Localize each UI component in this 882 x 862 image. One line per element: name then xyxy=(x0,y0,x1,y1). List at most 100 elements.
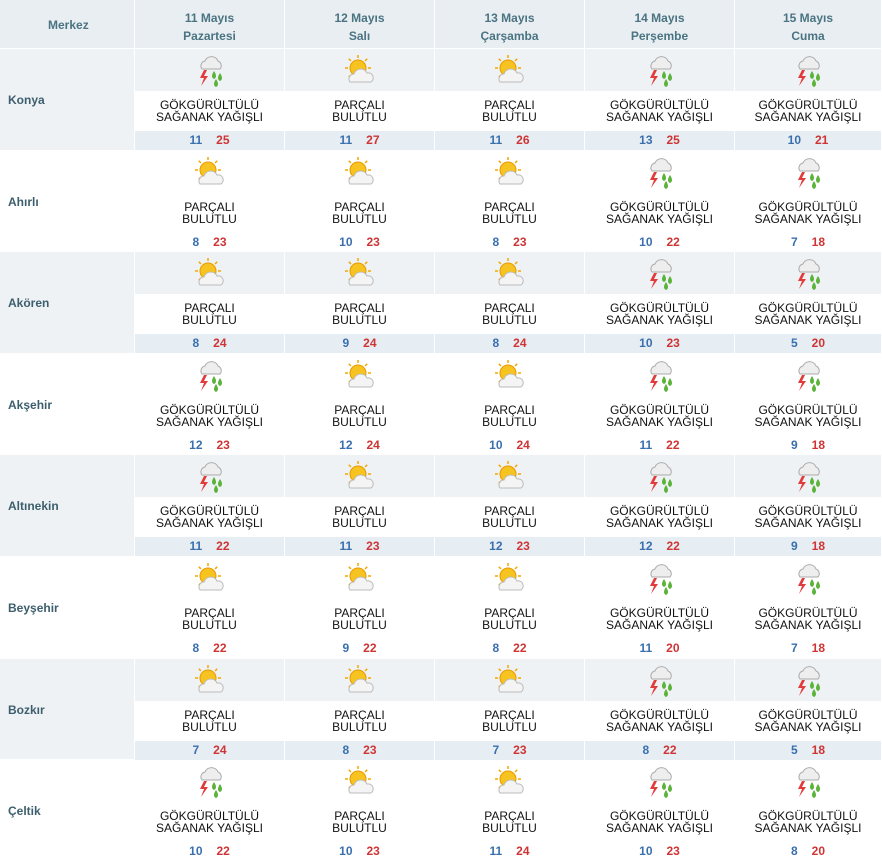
max-temp: 25 xyxy=(216,133,230,147)
day-weekday: Çarşamba xyxy=(480,29,539,43)
max-temp: 24 xyxy=(213,742,227,757)
day-weekday: Salı xyxy=(348,29,371,43)
forecast-cell: PARÇALI BULUTLU 8 23 xyxy=(435,150,585,253)
min-temp: 10 xyxy=(639,234,653,249)
icon-band xyxy=(135,252,284,295)
min-temp: 8 xyxy=(192,234,200,249)
max-temp: 24 xyxy=(363,336,377,351)
temp-band: 10 23 xyxy=(585,334,734,354)
condition: GÖKGÜRÜLTÜLÜ SAĞANAK YAĞIŞLI xyxy=(754,98,862,124)
min-temp: 9 xyxy=(342,336,350,351)
icon-band xyxy=(285,150,434,193)
weather-icon xyxy=(492,258,528,295)
city-cell xyxy=(0,252,134,353)
condition-band: PARÇALI BULUTLU xyxy=(285,701,434,741)
temp-band: 11 22 xyxy=(135,537,284,557)
city-name: Çeltik xyxy=(8,804,41,819)
condition-band: PARÇALI BULUTLU xyxy=(435,396,584,436)
city-name: Akören xyxy=(8,296,50,311)
temp-band: 10 22 xyxy=(585,232,734,252)
max-temp: 23 xyxy=(213,234,227,249)
temp-band: 11 23 xyxy=(285,537,434,557)
max-temp: 23 xyxy=(216,437,230,452)
day-header: 13 Mayıs Çarşamba xyxy=(435,0,585,48)
forecast-cell: PARÇALI BULUTLU 11 27 xyxy=(285,49,435,151)
min-temp: 10 xyxy=(639,844,653,859)
min-temp: 8 xyxy=(192,641,200,655)
temp-band: 9 22 xyxy=(285,639,434,658)
forecast-cell: GÖKGÜRÜLTÜLÜ SAĞANAK YAĞIŞLI 10 22 xyxy=(585,150,735,253)
condition-band: GÖKGÜRÜLTÜLÜ SAĞANAK YAĞIŞLI xyxy=(735,599,881,639)
max-temp: 22 xyxy=(663,742,677,757)
condition-band: PARÇALI BULUTLU xyxy=(135,701,284,741)
condition: PARÇALI BULUTLU xyxy=(332,707,387,734)
icon-band xyxy=(135,353,284,396)
forecast-cell: PARÇALI BULUTLU 11 23 xyxy=(285,455,435,557)
weather-icon xyxy=(192,55,228,92)
temp-band: 9 24 xyxy=(285,334,434,354)
forecast-cell: GÖKGÜRÜLTÜLÜ SAĞANAK YAĞIŞLI 10 22 xyxy=(135,760,285,862)
weather-icon xyxy=(192,664,228,702)
max-temp: 23 xyxy=(513,234,527,249)
condition: GÖKGÜRÜLTÜLÜ SAĞANAK YAĞIŞLI xyxy=(754,504,862,531)
city-cell xyxy=(0,557,134,658)
temp-band: 8 22 xyxy=(135,639,284,658)
max-temp: 23 xyxy=(666,844,680,859)
condition: PARÇALI BULUTLU xyxy=(482,809,537,836)
city-cell xyxy=(0,760,134,861)
min-temp: 10 xyxy=(339,234,353,249)
forecast-cell: PARÇALI BULUTLU 7 23 xyxy=(435,658,585,761)
icon-band xyxy=(435,760,584,803)
max-temp: 26 xyxy=(516,133,530,147)
forecast-cell: PARÇALI BULUTLU 8 22 xyxy=(435,557,585,659)
condition-band: GÖKGÜRÜLTÜLÜ SAĞANAK YAĞIŞLI xyxy=(135,396,284,436)
icon-band xyxy=(285,455,434,498)
max-temp: 22 xyxy=(213,641,227,655)
max-temp: 24 xyxy=(516,844,530,859)
icon-band xyxy=(585,150,734,193)
condition-band: PARÇALI BULUTLU xyxy=(135,193,284,233)
temp-band: 10 23 xyxy=(285,842,434,862)
day-date: 12 Mayıs xyxy=(334,11,385,25)
min-temp: 11 xyxy=(189,133,203,147)
min-temp: 11 xyxy=(639,641,653,655)
temp-band: 8 24 xyxy=(135,334,284,354)
min-temp: 12 xyxy=(189,437,203,452)
day-date: 13 Mayıs xyxy=(484,11,535,25)
min-temp: 11 xyxy=(489,844,503,859)
max-temp: 24 xyxy=(513,336,527,351)
forecast-cell: GÖKGÜRÜLTÜLÜ SAĞANAK YAĞIŞLI 5 18 xyxy=(735,658,882,761)
min-temp: 10 xyxy=(189,844,203,859)
min-temp: 7 xyxy=(790,234,798,249)
min-temp: 7 xyxy=(492,742,500,757)
max-temp: 23 xyxy=(363,742,377,757)
min-temp: 8 xyxy=(342,742,350,757)
weather-icon xyxy=(492,563,528,600)
condition-band: GÖKGÜRÜLTÜLÜ SAĞANAK YAĞIŞLI xyxy=(735,497,881,537)
icon-band xyxy=(585,658,734,701)
condition: PARÇALI BULUTLU xyxy=(182,199,237,226)
weather-icon xyxy=(642,766,678,803)
condition: PARÇALI BULUTLU xyxy=(482,606,537,632)
condition: PARÇALI BULUTLU xyxy=(182,301,237,328)
min-temp: 12 xyxy=(339,437,353,452)
temp-band: 12 22 xyxy=(585,537,734,557)
forecast-cell: GÖKGÜRÜLTÜLÜ SAĞANAK YAĞIŞLI 5 20 xyxy=(735,252,882,354)
city-name: Bozkır xyxy=(8,702,45,717)
city-cell xyxy=(0,49,134,150)
weather-icon xyxy=(790,665,826,702)
temp-band: 10 23 xyxy=(285,232,434,252)
icon-band xyxy=(435,455,584,498)
weather-icon xyxy=(642,360,678,397)
forecast-cell: PARÇALI BULUTLU 12 23 xyxy=(435,455,585,557)
weather-icon xyxy=(342,258,378,295)
temp-band: 8 24 xyxy=(435,334,584,354)
condition-band: PARÇALI BULUTLU xyxy=(435,497,584,537)
icon-band xyxy=(435,658,584,701)
temp-band: 11 25 xyxy=(135,131,284,150)
condition-band: GÖKGÜRÜLTÜLÜ SAĞANAK YAĞIŞLI xyxy=(585,193,734,233)
icon-band xyxy=(585,455,734,498)
condition: PARÇALI BULUTLU xyxy=(332,402,387,429)
icon-band xyxy=(735,49,881,91)
min-temp: 11 xyxy=(339,133,353,147)
